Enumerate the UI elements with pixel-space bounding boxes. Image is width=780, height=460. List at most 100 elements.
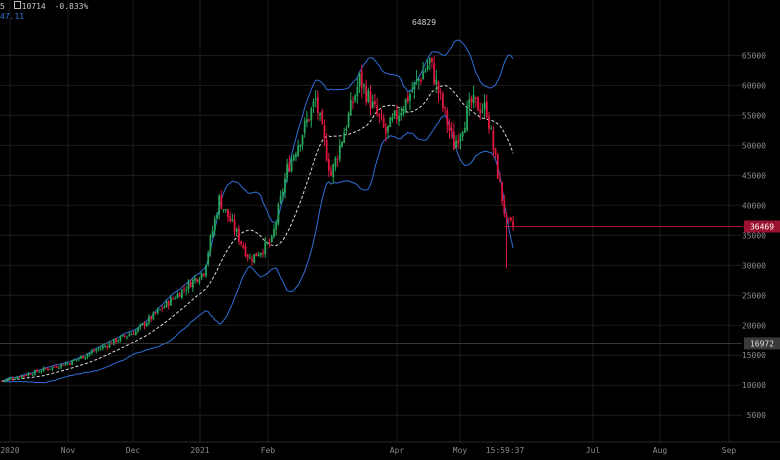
candle-body bbox=[244, 246, 247, 257]
reference-badge bbox=[744, 337, 780, 350]
candle-body bbox=[281, 192, 284, 195]
candle-body bbox=[189, 282, 192, 288]
candle-body bbox=[180, 289, 183, 298]
candle-body bbox=[112, 338, 115, 345]
candle-body bbox=[341, 141, 343, 147]
candle-body bbox=[119, 336, 122, 342]
candle-body bbox=[303, 120, 306, 134]
candle-body bbox=[499, 179, 501, 182]
candle-body bbox=[437, 81, 440, 94]
candle-body bbox=[479, 109, 482, 114]
candle-body bbox=[196, 278, 199, 282]
candle-body bbox=[14, 378, 17, 380]
candle-body bbox=[310, 108, 313, 121]
candle-body bbox=[345, 128, 348, 131]
candle-body bbox=[148, 316, 150, 323]
candle-body bbox=[275, 222, 278, 230]
candle-body bbox=[150, 316, 153, 320]
candle-body bbox=[330, 170, 332, 176]
indicator-header-line1: 5 10714 -0.833% bbox=[0, 1, 88, 11]
box-icon bbox=[13, 1, 21, 9]
candle-body bbox=[358, 73, 361, 86]
candle-body bbox=[391, 117, 394, 120]
candle-body bbox=[34, 370, 36, 375]
candle-body bbox=[404, 98, 407, 112]
candle-body bbox=[415, 79, 418, 82]
candle-body bbox=[360, 71, 363, 89]
x-tick-label: Aug bbox=[653, 446, 668, 455]
candle-body bbox=[178, 293, 181, 297]
candle-body bbox=[216, 214, 218, 219]
header-change: -0.833% bbox=[54, 2, 89, 11]
y-tick-label: 30000 bbox=[742, 261, 766, 270]
candle-body bbox=[121, 335, 124, 337]
price-overlays: 36469 16972 64829 bbox=[0, 18, 780, 350]
candle-body bbox=[167, 301, 170, 306]
candle-body bbox=[349, 100, 352, 116]
candle-body bbox=[510, 217, 512, 221]
candle-body bbox=[382, 117, 385, 127]
candle-body bbox=[205, 264, 207, 276]
candle-body bbox=[42, 367, 45, 371]
current-price-label: 36469 bbox=[750, 222, 774, 231]
candle-body bbox=[23, 375, 25, 377]
candle-body bbox=[505, 215, 508, 218]
candle-body bbox=[297, 145, 300, 156]
candle-body bbox=[284, 178, 286, 193]
candle-body bbox=[448, 123, 451, 131]
candle-body bbox=[55, 366, 58, 368]
candle-body bbox=[1, 380, 3, 382]
candle-body bbox=[288, 163, 291, 172]
candle-body bbox=[233, 219, 236, 232]
candle-body bbox=[314, 98, 317, 101]
candle-body bbox=[501, 182, 504, 202]
candle-body bbox=[251, 259, 253, 262]
candle-body bbox=[492, 130, 495, 150]
candle-body bbox=[369, 91, 372, 109]
candle-body bbox=[209, 235, 212, 253]
y-tick-label: 65000 bbox=[742, 51, 766, 60]
candle-body bbox=[80, 356, 82, 359]
candle-body bbox=[222, 209, 225, 211]
candle-body bbox=[240, 241, 242, 244]
candle-body bbox=[174, 298, 177, 300]
candle-body bbox=[106, 345, 109, 348]
candle-body bbox=[185, 289, 188, 291]
indicator-header-line2: 47.11 bbox=[0, 12, 24, 21]
candle-body bbox=[3, 380, 6, 382]
candle-body bbox=[27, 373, 30, 376]
candle-body bbox=[18, 376, 21, 378]
candle-body bbox=[319, 113, 321, 116]
candle-body bbox=[413, 82, 416, 90]
candle-body bbox=[266, 242, 269, 244]
y-tick-label: 55000 bbox=[742, 111, 766, 120]
candle-body bbox=[134, 331, 137, 335]
candle-body bbox=[295, 153, 297, 158]
candle-body bbox=[115, 338, 117, 343]
candle-body bbox=[376, 105, 378, 115]
current-price-badge bbox=[744, 220, 780, 233]
candle-body bbox=[53, 366, 56, 368]
band-width-value: 47.11 bbox=[0, 12, 25, 21]
candle-body bbox=[365, 85, 368, 103]
candle-body bbox=[97, 348, 100, 350]
candle-body bbox=[398, 115, 400, 122]
y-tick-label: 60000 bbox=[742, 81, 766, 90]
candle-body bbox=[29, 373, 32, 375]
candle-body bbox=[40, 371, 43, 373]
candle-body bbox=[248, 257, 251, 259]
candle-body bbox=[343, 132, 346, 143]
candle-body bbox=[428, 58, 431, 64]
y-tick-label: 45000 bbox=[742, 171, 766, 180]
candle-body bbox=[374, 101, 376, 105]
candle-body bbox=[62, 364, 65, 366]
candle-body bbox=[312, 101, 315, 107]
candle-body bbox=[507, 217, 510, 219]
candle-body bbox=[86, 354, 89, 357]
candle-body bbox=[306, 119, 308, 123]
candle-body bbox=[47, 368, 49, 370]
candle-body bbox=[16, 377, 19, 379]
candle-body bbox=[93, 350, 96, 352]
candle-body bbox=[194, 278, 196, 281]
